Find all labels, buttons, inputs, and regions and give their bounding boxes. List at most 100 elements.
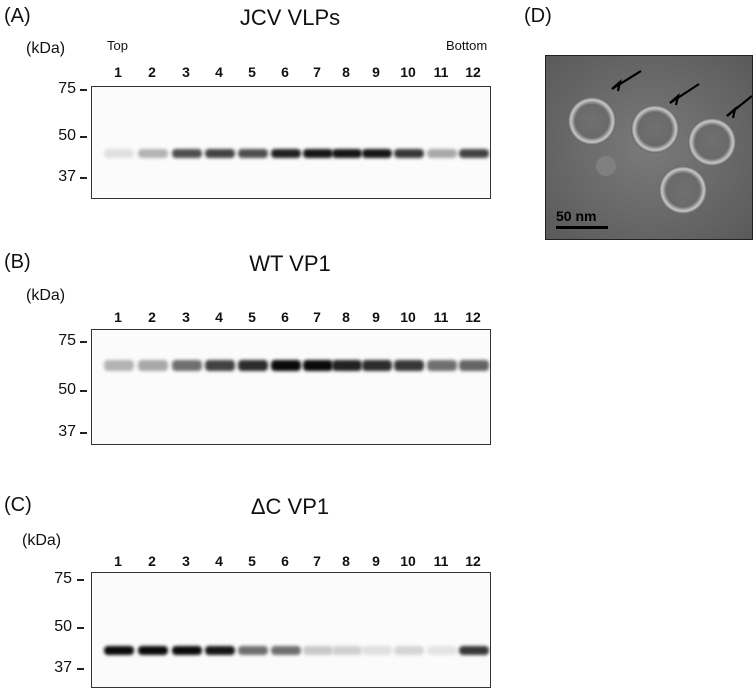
lane-label: 9 — [372, 64, 380, 80]
blot-band — [332, 646, 362, 655]
panel-c-marker-75: 75 — [54, 570, 72, 587]
panel-d-letter: (D) — [524, 5, 552, 27]
lane-label: 5 — [248, 553, 256, 569]
blot-band — [459, 149, 489, 158]
lane-label: 6 — [281, 309, 289, 325]
lane-label: 12 — [465, 309, 481, 325]
lane-label: 1 — [114, 553, 122, 569]
panel-b-tick-50 — [80, 390, 87, 392]
blot-band — [238, 360, 268, 371]
blot-band — [205, 149, 235, 158]
blot-band — [427, 646, 457, 655]
panel-a-letter: (A) — [4, 5, 31, 27]
blot-band — [104, 149, 134, 158]
panel-a-marker-37: 37 — [58, 168, 76, 185]
lane-label: 5 — [248, 309, 256, 325]
lane-label: 4 — [215, 309, 223, 325]
blot-band — [427, 149, 457, 158]
panel-b-marker-37: 37 — [58, 423, 76, 440]
panel-b-unit: (kDa) — [26, 287, 66, 304]
lane-label: 11 — [433, 309, 449, 325]
lane-label: 5 — [248, 64, 256, 80]
blot-band — [172, 646, 202, 655]
blot-band — [138, 149, 168, 158]
blot-band — [362, 646, 392, 655]
panel-a-tick-50 — [80, 136, 87, 138]
vlp-particle — [631, 105, 679, 153]
blot-band — [205, 646, 235, 655]
blot-band — [303, 360, 333, 371]
panel-a-top-label: Top — [107, 38, 128, 53]
blot-band — [394, 360, 424, 371]
blot-band — [271, 646, 301, 655]
panel-c-marker-37: 37 — [54, 659, 72, 676]
lane-label: 7 — [313, 309, 321, 325]
lane-label: 2 — [148, 553, 156, 569]
lane-label: 8 — [342, 64, 350, 80]
lane-label: 6 — [281, 553, 289, 569]
lane-label: 1 — [114, 64, 122, 80]
lane-label: 8 — [342, 553, 350, 569]
panel-b-lane-labels: 1 2 3 4 5 6 7 8 9 10 11 12 — [0, 309, 756, 327]
lane-label: 3 — [182, 309, 190, 325]
blot-band — [271, 360, 301, 371]
lane-label: 7 — [313, 553, 321, 569]
lane-label: 12 — [465, 64, 481, 80]
panel-b-blot — [91, 329, 491, 445]
blot-band — [362, 360, 392, 371]
blot-band — [104, 360, 134, 371]
panel-a-tick-37 — [80, 177, 87, 179]
em-micrograph: 50 nm — [545, 55, 753, 240]
panel-a-marker-50: 50 — [58, 127, 76, 144]
panel-b-tick-37 — [80, 432, 87, 434]
blot-band — [303, 149, 333, 158]
blot-band — [238, 646, 268, 655]
lane-label: 9 — [372, 309, 380, 325]
panel-b-letter: (B) — [4, 251, 31, 273]
lane-label: 11 — [433, 553, 449, 569]
blot-band — [332, 360, 362, 371]
scale-bar-label: 50 nm — [556, 208, 597, 224]
panel-c-letter: (C) — [4, 494, 32, 516]
blot-band — [394, 149, 424, 158]
panel-a-tick-75 — [80, 89, 87, 91]
panel-b-title: WT VP1 — [249, 251, 331, 276]
panel-c-tick-37 — [77, 668, 84, 670]
panel-a-lane-labels: 1 2 3 4 5 6 7 8 9 10 11 12 — [0, 64, 756, 82]
blot-band — [427, 360, 457, 371]
blot-band — [104, 646, 134, 655]
lane-label: 9 — [372, 553, 380, 569]
lane-label: 1 — [114, 309, 122, 325]
lane-label: 10 — [400, 553, 416, 569]
panel-a-unit: (kDa) — [26, 40, 66, 57]
blot-band — [172, 360, 202, 371]
vlp-particle — [568, 97, 616, 145]
vlp-particle — [688, 118, 736, 166]
blot-band — [138, 646, 168, 655]
em-image — [546, 56, 752, 239]
blot-band — [138, 360, 168, 371]
lane-label: 7 — [313, 64, 321, 80]
lane-label: 2 — [148, 309, 156, 325]
lane-label: 2 — [148, 64, 156, 80]
lane-label: 10 — [400, 64, 416, 80]
blot-band — [172, 149, 202, 158]
blot-band — [238, 149, 268, 158]
blot-band — [303, 646, 333, 655]
blot-band — [394, 646, 424, 655]
lane-label: 11 — [433, 64, 449, 80]
scale-bar — [556, 226, 608, 229]
blot-band — [459, 646, 489, 655]
panel-c-tick-75 — [77, 579, 84, 581]
blot-band — [332, 149, 362, 158]
panel-c-marker-50: 50 — [54, 618, 72, 635]
blot-band — [271, 149, 301, 158]
panel-c-blot — [91, 572, 491, 688]
panel-a-marker-75: 75 — [58, 80, 76, 97]
lane-label: 12 — [465, 553, 481, 569]
panel-b-marker-50: 50 — [58, 381, 76, 398]
panel-c-title: ΔC VP1 — [250, 494, 330, 519]
panel-b-marker-75: 75 — [58, 332, 76, 349]
blot-band — [205, 360, 235, 371]
panel-c-lane-labels: 1 2 3 4 5 6 7 8 9 10 11 12 — [0, 553, 756, 571]
